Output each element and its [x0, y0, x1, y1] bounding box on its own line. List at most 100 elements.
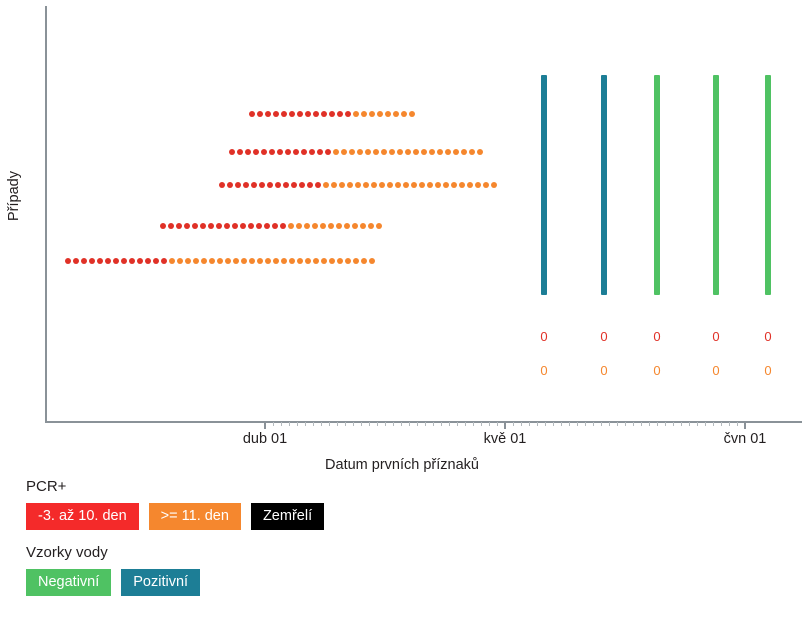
- case-dot-early: [243, 182, 249, 188]
- x-axis-minor-tick: [600, 422, 602, 426]
- case-dot-early: [293, 149, 299, 155]
- x-axis-title: Datum prvních příznaků: [325, 457, 479, 473]
- case-dot-early: [248, 223, 254, 229]
- case-dot-late: [297, 258, 303, 264]
- case-dot-late: [201, 258, 207, 264]
- case-dot-late: [257, 258, 263, 264]
- case-dot-early: [160, 223, 166, 229]
- count-label-pcr_early: 0: [540, 329, 548, 344]
- x-axis-minor-tick: [656, 422, 658, 426]
- case-dot-late: [349, 149, 355, 155]
- case-dot-late: [288, 223, 294, 229]
- x-axis-major-tick: [744, 422, 746, 429]
- case-dot-early: [257, 111, 263, 117]
- case-dot-early: [168, 223, 174, 229]
- x-axis-minor-tick: [728, 422, 730, 426]
- count-label-pcr_late: 0: [653, 363, 661, 378]
- case-dot-late: [371, 182, 377, 188]
- water-sample-bar[interactable]: [541, 75, 547, 295]
- plot-area: dub 01 kvě 01 čvn 01 0 0 0 0 0 0 0 0 0 0 Datum prvn…: [6, 6, 802, 473]
- case-dot-early: [251, 182, 257, 188]
- x-axis-minor-tick: [736, 422, 738, 426]
- case-dot-early: [265, 111, 271, 117]
- case-dot-late: [185, 258, 191, 264]
- x-axis-minor-tick: [680, 422, 682, 426]
- case-dot-early: [121, 258, 127, 264]
- case-dot-late: [421, 149, 427, 155]
- legend-group-title: PCR+: [26, 478, 67, 495]
- case-dot-early: [313, 111, 319, 117]
- case-dot-late: [347, 182, 353, 188]
- x-axis-line: [45, 421, 802, 423]
- case-dot-late: [469, 149, 475, 155]
- x-axis-minor-tick: [648, 422, 650, 426]
- water-sample-bar[interactable]: [654, 75, 660, 295]
- case-dot-early: [264, 223, 270, 229]
- case-dot-early: [297, 111, 303, 117]
- legend-chip[interactable]: Pozitivní: [121, 569, 201, 596]
- case-dot-late: [345, 258, 351, 264]
- x-axis-minor-tick: [560, 422, 562, 426]
- count-label-pcr_early: 0: [653, 329, 661, 344]
- count-label-pcr_late: 0: [712, 363, 720, 378]
- case-dot-late: [289, 258, 295, 264]
- x-axis-minor-tick: [672, 422, 674, 426]
- x-axis-minor-tick: [520, 422, 522, 426]
- case-dot-early: [269, 149, 275, 155]
- x-axis-minor-tick: [288, 422, 290, 426]
- legend-row: Negativní Pozitivní: [26, 569, 786, 596]
- x-axis-minor-tick: [632, 422, 634, 426]
- x-axis-minor-tick: [640, 422, 642, 426]
- case-dot-late: [491, 182, 497, 188]
- x-axis-minor-tick: [720, 422, 722, 426]
- case-dot-late: [397, 149, 403, 155]
- water-sample-bar[interactable]: [601, 75, 607, 295]
- x-axis-minor-tick: [304, 422, 306, 426]
- x-axis-minor-tick: [344, 422, 346, 426]
- x-axis-minor-tick: [496, 422, 498, 426]
- case-dot-late: [361, 258, 367, 264]
- case-dot-early: [89, 258, 95, 264]
- x-axis-minor-tick: [528, 422, 530, 426]
- water-sample-bar[interactable]: [713, 75, 719, 295]
- x-axis-minor-tick: [392, 422, 394, 426]
- case-dot-late: [483, 182, 489, 188]
- x-axis-minor-tick: [352, 422, 354, 426]
- case-dot-late: [339, 182, 345, 188]
- case-dot-early: [65, 258, 71, 264]
- legend-chip[interactable]: Zemřelí: [250, 503, 325, 530]
- case-dot-late: [355, 182, 361, 188]
- case-dot-late: [419, 182, 425, 188]
- x-axis-minor-tick: [552, 422, 554, 426]
- water-sample-bar[interactable]: [765, 75, 771, 295]
- case-dot-early: [184, 223, 190, 229]
- legend-chip[interactable]: -3. až 10. den: [26, 503, 139, 530]
- x-axis-minor-tick: [696, 422, 698, 426]
- case-dot-late: [304, 223, 310, 229]
- legend-chip[interactable]: Negativní: [26, 569, 112, 596]
- case-dot-late: [365, 149, 371, 155]
- case-dot-early: [137, 258, 143, 264]
- x-axis-minor-tick: [472, 422, 474, 426]
- case-dot-early: [208, 223, 214, 229]
- case-dot-late: [477, 149, 483, 155]
- case-dot-early: [329, 111, 335, 117]
- x-axis-minor-tick: [408, 422, 410, 426]
- case-dot-late: [193, 258, 199, 264]
- legend-chip[interactable]: >= 11. den: [148, 503, 241, 530]
- count-label-pcr_early: 0: [600, 329, 608, 344]
- case-dot-late: [373, 149, 379, 155]
- case-dot-early: [129, 258, 135, 264]
- case-dot-late: [385, 111, 391, 117]
- case-dot-early: [73, 258, 79, 264]
- case-dot-early: [315, 182, 321, 188]
- count-label-pcr_early: 0: [712, 329, 720, 344]
- x-axis-minor-tick: [688, 422, 690, 426]
- case-dot-early: [325, 149, 331, 155]
- case-dot-late: [459, 182, 465, 188]
- case-dot-early: [317, 149, 323, 155]
- case-dot-late: [241, 258, 247, 264]
- x-axis-minor-tick: [328, 422, 330, 426]
- case-dot-early: [259, 182, 265, 188]
- case-dot-late: [475, 182, 481, 188]
